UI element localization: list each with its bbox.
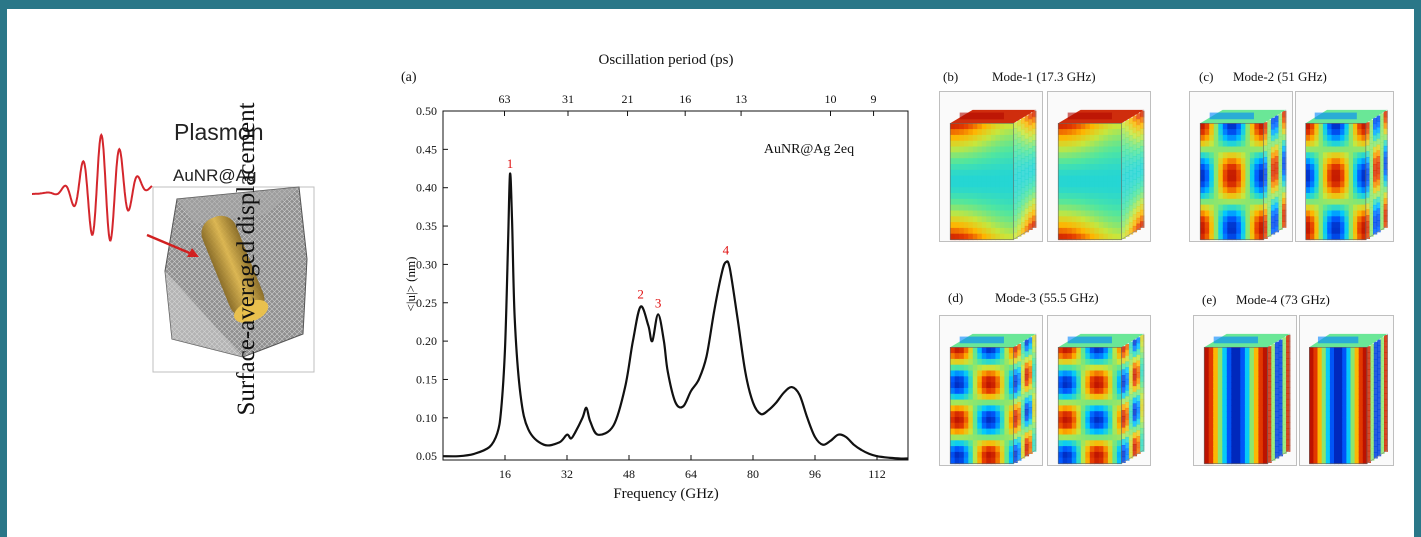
- arrow-icon: [146, 233, 199, 257]
- x-tick-label: 112: [868, 467, 886, 481]
- y-tick-label: 0.50: [416, 104, 437, 118]
- y-axis-title: <|u|> (nm): [403, 257, 418, 312]
- displacement-chart: (a) Oscillation period (ps) Frequency (G…: [401, 52, 909, 502]
- y-tick-label: 0.35: [416, 219, 437, 233]
- x-axis-title: Frequency (GHz): [613, 486, 718, 502]
- x-tick-label: 64: [685, 467, 697, 481]
- mode-2-view-2: [1295, 91, 1394, 242]
- mode-4-title: Mode-4 (73 GHz): [1236, 292, 1330, 307]
- mode-3-label: (d): [948, 290, 964, 305]
- y-tick-label: 0.15: [416, 372, 437, 386]
- mode-2-title: Mode-2 (51 GHz): [1233, 69, 1327, 84]
- nanorod-label: AuNR@Ag: [173, 166, 257, 185]
- x-tick-label: 96: [809, 467, 821, 481]
- top-axis-title: Oscillation period (ps): [599, 52, 734, 68]
- mode-2-label: (c): [1199, 69, 1214, 84]
- top-tick-label: 31: [562, 92, 574, 106]
- x-tick-label: 16: [499, 467, 511, 481]
- y-tick-label: 0.30: [416, 257, 437, 271]
- mode-shape-render: [1199, 109, 1287, 241]
- top-tick-label: 16: [679, 92, 691, 106]
- y-tick-label: 0.10: [416, 411, 437, 425]
- top-tick-label: 13: [735, 92, 747, 106]
- y-tick-label: 0.20: [416, 334, 437, 348]
- mode-shape-render: [1305, 109, 1388, 241]
- gold-nanorod: [201, 215, 269, 323]
- mode-4-label: (e): [1202, 292, 1217, 307]
- laser-pulse: [32, 133, 153, 242]
- mode-1-view-2: [1047, 91, 1151, 242]
- panel-label-a: (a): [401, 70, 417, 85]
- peak-label: 2: [637, 286, 644, 301]
- x-tick-label: 80: [747, 467, 759, 481]
- peak-label: 3: [655, 295, 662, 310]
- mode-3-view-2: [1047, 315, 1151, 466]
- nanoparticle-illustration: [32, 133, 315, 373]
- chart-annotation: AuNR@Ag 2eq: [764, 142, 854, 157]
- mode-1-label: (b): [943, 69, 959, 84]
- chart-axes: 16 32 48 64 80 96 1120.050.100.150.200.250.300…: [416, 92, 909, 481]
- displacement-curve: [442, 172, 909, 460]
- mode-3-title: Mode-3 (55.5 GHz): [995, 290, 1099, 305]
- mode-shape-render: [949, 109, 1037, 241]
- top-tick-label: 9: [871, 92, 877, 106]
- top-tick-label: 21: [622, 92, 634, 106]
- x-tick-label: 48: [623, 467, 635, 481]
- top-tick-label: 10: [825, 92, 837, 106]
- mode-4-view-1: [1193, 315, 1297, 466]
- mode-shape-render: [1309, 333, 1388, 465]
- figure-y-label: Surface-averaged displacement: [233, 102, 260, 416]
- mode-shape-render: [1057, 333, 1145, 465]
- mode-3-view-1: [939, 315, 1043, 466]
- slide: Plasmon AuNR@Ag: [7, 9, 1414, 537]
- peak-label: 4: [723, 243, 730, 258]
- mode-shape-render: [1057, 109, 1145, 241]
- mode-4-view-2: [1299, 315, 1394, 466]
- plasmon-title: Plasmon: [174, 119, 264, 145]
- y-tick-label: 0.05: [416, 449, 437, 463]
- mode-1-title: Mode-1 (17.3 GHz): [992, 69, 1096, 84]
- plot-frame: [442, 110, 909, 461]
- plasmon-illustration: Plasmon AuNR@Ag: [7, 9, 347, 537]
- peak-label: 1: [507, 156, 513, 171]
- chart-marks: 1 23 4: [442, 156, 909, 460]
- top-tick-label: 63: [499, 92, 511, 106]
- mode-2-view-1: [1189, 91, 1293, 242]
- x-tick-label: 32: [561, 467, 573, 481]
- mode-1-view-1: [939, 91, 1043, 242]
- y-tick-label: 0.45: [416, 142, 437, 156]
- y-tick-label: 0.40: [416, 181, 437, 195]
- mode-shape-render: [1203, 333, 1291, 465]
- mode-shape-render: [949, 333, 1037, 465]
- y-tick-label: 0.25: [416, 296, 437, 310]
